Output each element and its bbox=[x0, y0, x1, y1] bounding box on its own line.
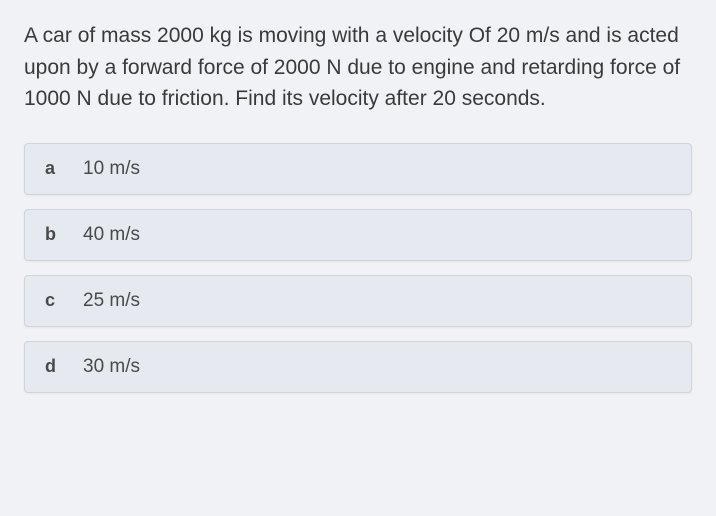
option-letter: b bbox=[45, 224, 61, 245]
option-letter: d bbox=[45, 356, 61, 377]
option-text: 10 m/s bbox=[83, 158, 140, 180]
option-b[interactable]: b 40 m/s bbox=[24, 209, 692, 261]
option-text: 25 m/s bbox=[83, 290, 140, 312]
option-text: 30 m/s bbox=[83, 356, 140, 378]
options-container: a 10 m/s b 40 m/s c 25 m/s d 30 m/s bbox=[24, 143, 692, 393]
option-text: 40 m/s bbox=[83, 224, 140, 246]
option-letter: a bbox=[45, 158, 61, 179]
option-a[interactable]: a 10 m/s bbox=[24, 143, 692, 195]
option-letter: c bbox=[45, 290, 61, 311]
option-d[interactable]: d 30 m/s bbox=[24, 341, 692, 393]
option-c[interactable]: c 25 m/s bbox=[24, 275, 692, 327]
question-text: A car of mass 2000 kg is moving with a v… bbox=[24, 20, 692, 115]
